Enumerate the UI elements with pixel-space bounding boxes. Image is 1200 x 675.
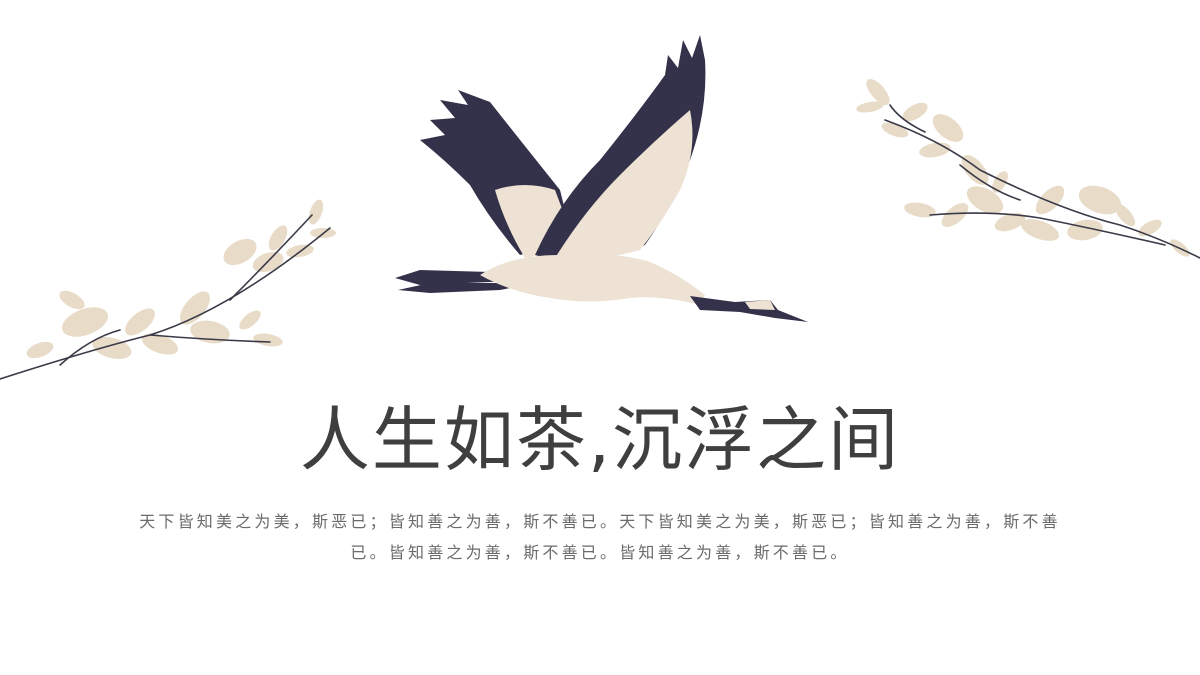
slide-body-text: 天下皆知美之为美，斯恶已；皆知善之为善，斯不善已。天下皆知美之为美，斯恶已；皆知… xyxy=(139,512,1061,562)
slide-title: 人生如茶,沉浮之间 xyxy=(299,399,901,481)
